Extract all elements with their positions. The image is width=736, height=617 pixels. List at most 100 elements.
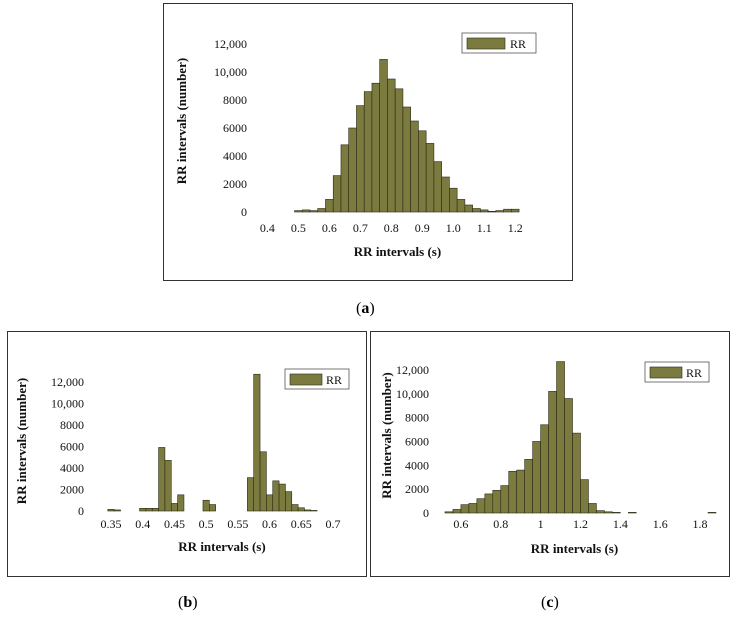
chart-b-bar <box>247 477 255 512</box>
chart-a-bar <box>301 209 311 213</box>
chart-c-bar <box>524 459 533 514</box>
chart-c-bar <box>540 424 549 514</box>
chart-b-bar <box>304 509 312 512</box>
chart-b-xtick-label: 0.35 <box>101 517 122 531</box>
chart-c-ylabel: RR intervals (number) <box>379 372 394 498</box>
chart-b-ytick-label: 10,000 <box>51 396 84 410</box>
chart-b-legend-label: RR <box>326 373 342 387</box>
chart-b-bar <box>113 509 121 512</box>
chart-a-bar <box>394 88 404 213</box>
chart-a-bar <box>402 106 411 213</box>
chart-c-bar <box>612 512 621 514</box>
chart-a-bar <box>449 187 458 213</box>
chart-a-ytick-label: 8000 <box>223 93 247 107</box>
chart-a-bar <box>363 91 373 213</box>
chart-a-bar <box>503 208 512 213</box>
chart-a-xtick-label: 0.6 <box>322 221 337 235</box>
chart-c-bar <box>444 511 454 514</box>
chart-a-bar <box>371 82 380 213</box>
chart-b-bar <box>164 460 172 512</box>
chart-c-xtick-label: 1.6 <box>653 517 668 531</box>
chart-c-bar <box>492 490 502 514</box>
chart-a-xtick-label: 1.1 <box>477 221 492 235</box>
chart-c-bar <box>516 469 525 514</box>
chart-c-bar <box>588 503 597 514</box>
chart-b-bar <box>209 504 216 512</box>
chart-c-ytick-label: 2000 <box>405 482 429 496</box>
panel-b-label: (b) <box>178 594 198 611</box>
chart-a-xtick-label: 0.7 <box>353 221 368 235</box>
chart-a-ytick-label: 6000 <box>223 121 247 135</box>
chart-b-bar <box>285 491 293 512</box>
chart-b-xtick-label: 0.4 <box>135 517 150 531</box>
chart-b-xtick-label: 0.6 <box>262 517 277 531</box>
chart-b-xtick-label: 0.7 <box>325 517 340 531</box>
chart-b-ytick-label: 2000 <box>60 482 84 496</box>
chart-b-bar <box>170 503 178 512</box>
chart-b-bar <box>278 483 286 512</box>
chart-c-bar <box>556 361 565 514</box>
chart-b-bar <box>291 504 299 512</box>
chart-a-ylabel: RR intervals (number) <box>174 58 189 184</box>
chart-a-xtick-label: 0.9 <box>415 221 430 235</box>
chart-a-bar <box>294 210 303 213</box>
chart-c-xtick-label: 1.2 <box>573 517 588 531</box>
chart-c-bar <box>452 509 462 514</box>
chart-b-xtick-label: 0.5 <box>199 517 214 531</box>
chart-a-xtick-label: 1.0 <box>446 221 461 235</box>
chart-c-bar <box>580 479 589 514</box>
chart-c-bar <box>532 441 541 514</box>
chart-a-bar <box>387 78 396 213</box>
chart-b-ylabel: RR intervals (number) <box>14 378 29 504</box>
chart-b-bar <box>158 447 166 512</box>
chart-b-bar <box>259 451 267 512</box>
chart-c-xlabel: RR intervals (s) <box>531 541 618 556</box>
chart-c-bar <box>460 504 470 514</box>
chart-a-bar <box>418 130 427 213</box>
chart-c-bar <box>484 493 494 514</box>
chart-c-ytick-label: 4000 <box>405 458 429 472</box>
chart-c-bar <box>572 432 581 514</box>
chart-b-bar <box>151 508 159 512</box>
chart-a-bar <box>325 199 334 213</box>
chart-b-legend-swatch <box>289 373 323 386</box>
chart-c-ytick-label: 10,000 <box>396 387 429 401</box>
chart-c-ytick-label: 0 <box>423 506 429 520</box>
chart-b-ytick-label: 8000 <box>60 418 84 432</box>
chart-a-xtick-label: 1.2 <box>508 221 523 235</box>
chart-a-ytick-label: 10,000 <box>214 65 247 79</box>
chart-c-bar <box>628 512 637 514</box>
chart-b-bar <box>266 494 274 512</box>
chart-a-bar <box>317 208 326 213</box>
chart-b-bar <box>107 509 115 512</box>
chart-a-bar <box>441 176 450 213</box>
chart-c-xtick-label: 0.8 <box>493 517 508 531</box>
chart-b-bar <box>310 510 318 512</box>
chart-a-xtick-label: 0.5 <box>291 221 306 235</box>
chart-a-bar <box>487 211 497 213</box>
chart-b-xtick-label: 0.45 <box>164 517 185 531</box>
chart-c-xtick-label: 1.4 <box>613 517 628 531</box>
chart-a-bar <box>309 210 319 213</box>
chart-a-ytick-label: 2000 <box>223 177 247 191</box>
panel-b-letter: b <box>183 594 193 611</box>
chart-a-ytick-label: 4000 <box>223 149 247 163</box>
chart-b-xtick-label: 0.55 <box>227 517 248 531</box>
chart-b-xtick-label: 0.65 <box>291 517 312 531</box>
chart-c-bar <box>500 485 510 514</box>
chart-c-bar <box>564 398 573 514</box>
chart-b-bar <box>253 373 261 512</box>
chart-c-bar <box>604 511 613 514</box>
chart-a-legend-swatch <box>466 37 506 50</box>
panel-a-label: (a) <box>356 300 375 317</box>
chart-a-legend-label: RR <box>510 37 526 51</box>
chart-a-ytick-label: 0 <box>241 205 247 219</box>
panel-c-label: (c) <box>541 594 559 611</box>
chart-c-ytick-label: 12,000 <box>396 363 429 377</box>
chart-c-legend-label: RR <box>686 366 702 380</box>
chart-c-ytick-label: 6000 <box>405 434 429 448</box>
chart-b-ytick-label: 4000 <box>60 461 84 475</box>
chart-c-bar <box>707 512 717 514</box>
chart-c-bar <box>508 470 518 514</box>
